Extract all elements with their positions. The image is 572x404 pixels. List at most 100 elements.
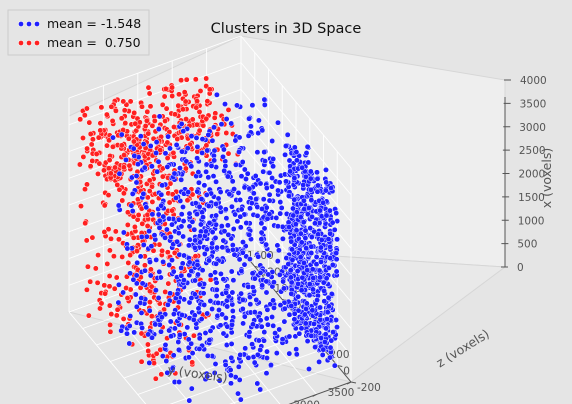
- scatter-point: [194, 121, 200, 128]
- scatter-point: [291, 196, 298, 203]
- scatter-point: [94, 279, 101, 286]
- scatter-point: [333, 268, 340, 275]
- z-tick-label: 1000: [518, 215, 545, 227]
- scatter-point: [178, 223, 185, 230]
- scatter-point: [293, 351, 300, 358]
- scatter-point: [198, 316, 205, 322]
- scatter-point: [331, 362, 338, 369]
- scatter-point: [115, 281, 122, 288]
- scatter-point: [205, 203, 212, 209]
- scatter-point: [162, 85, 169, 92]
- scatter-point: [130, 145, 137, 152]
- scatter-point: [237, 213, 244, 220]
- scatter-point: [317, 244, 324, 251]
- scatter-point: [264, 355, 270, 361]
- scatter-point: [325, 236, 332, 243]
- scatter-point: [327, 243, 334, 250]
- scatter-point: [153, 256, 160, 263]
- scatter-point: [97, 305, 103, 312]
- scatter-point: [158, 191, 165, 198]
- scatter-point: [295, 293, 302, 300]
- scatter-point: [225, 231, 232, 238]
- scatter-point: [196, 335, 203, 342]
- scatter-point: [205, 131, 212, 138]
- scatter-point: [95, 170, 101, 177]
- scatter-point: [228, 380, 234, 387]
- scatter-point: [115, 299, 122, 306]
- scatter-point: [258, 220, 265, 227]
- scatter-point: [178, 211, 185, 218]
- scatter-point: [197, 221, 204, 228]
- scatter-point: [169, 257, 175, 264]
- scatter-point: [193, 134, 200, 141]
- scatter-point: [295, 307, 302, 314]
- scatter-point: [124, 221, 131, 228]
- scatter-point: [261, 101, 268, 108]
- scatter-point: [213, 293, 220, 299]
- scatter-points: [76, 75, 341, 404]
- scatter-point: [302, 227, 309, 234]
- scatter-point: [261, 337, 267, 344]
- scatter-point: [317, 207, 324, 214]
- scatter-point: [194, 211, 200, 218]
- scatter-point: [107, 321, 114, 328]
- scatter-point: [236, 376, 243, 383]
- scatter-point: [147, 272, 154, 279]
- scatter-point: [189, 359, 196, 366]
- scatter-point: [188, 340, 195, 347]
- scatter-point: [143, 233, 150, 240]
- scatter-point: [226, 191, 233, 198]
- scatter-point: [76, 161, 83, 168]
- scatter-point: [197, 88, 204, 94]
- scatter-point: [291, 316, 298, 323]
- scatter-point: [121, 107, 128, 114]
- scatter-point: [246, 115, 253, 122]
- scatter-point: [203, 161, 210, 168]
- scatter-point: [235, 363, 242, 370]
- scatter-point: [120, 190, 127, 197]
- scatter-point: [287, 267, 294, 274]
- scatter-point: [245, 354, 252, 361]
- scatter-point: [152, 287, 159, 294]
- scatter-point: [286, 157, 293, 164]
- scatter-point: [132, 291, 139, 298]
- scatter-point: [251, 309, 258, 316]
- scatter-point: [189, 218, 196, 225]
- scatter-point: [237, 351, 244, 358]
- scatter-point: [254, 351, 261, 358]
- scatter-point: [326, 207, 333, 214]
- scatter-point: [324, 316, 330, 323]
- scatter-point: [169, 365, 176, 372]
- scatter-point: [118, 142, 125, 149]
- scatter-point: [108, 311, 115, 318]
- scatter-point: [159, 173, 166, 180]
- scatter-point: [157, 147, 164, 154]
- scatter-point: [255, 117, 262, 124]
- scatter-point: [185, 354, 192, 361]
- scatter-point: [143, 117, 150, 124]
- scatter-point: [204, 373, 211, 380]
- scatter-point: [209, 229, 216, 236]
- scatter-point: [269, 268, 276, 275]
- scatter-point: [140, 241, 147, 248]
- scatter-point: [131, 329, 138, 336]
- scatter-point: [146, 359, 153, 366]
- scatter-point: [81, 112, 88, 119]
- scatter-point: [300, 197, 307, 204]
- scatter-point: [305, 205, 312, 211]
- scatter-point: [98, 300, 105, 307]
- scatter-point: [254, 380, 261, 387]
- scatter-point: [127, 252, 134, 259]
- scatter-point: [146, 307, 153, 314]
- scatter-point: [200, 214, 206, 221]
- scatter-point: [295, 280, 302, 287]
- scatter-point: [178, 272, 185, 279]
- y-tick-label: -200: [357, 382, 381, 394]
- scatter-point: [207, 272, 214, 279]
- scatter-point: [252, 173, 259, 179]
- scatter-point: [236, 256, 243, 263]
- scatter-point: [231, 186, 238, 193]
- scatter-point: [183, 116, 190, 123]
- scatter-point: [315, 182, 321, 189]
- scatter-point: [279, 235, 286, 242]
